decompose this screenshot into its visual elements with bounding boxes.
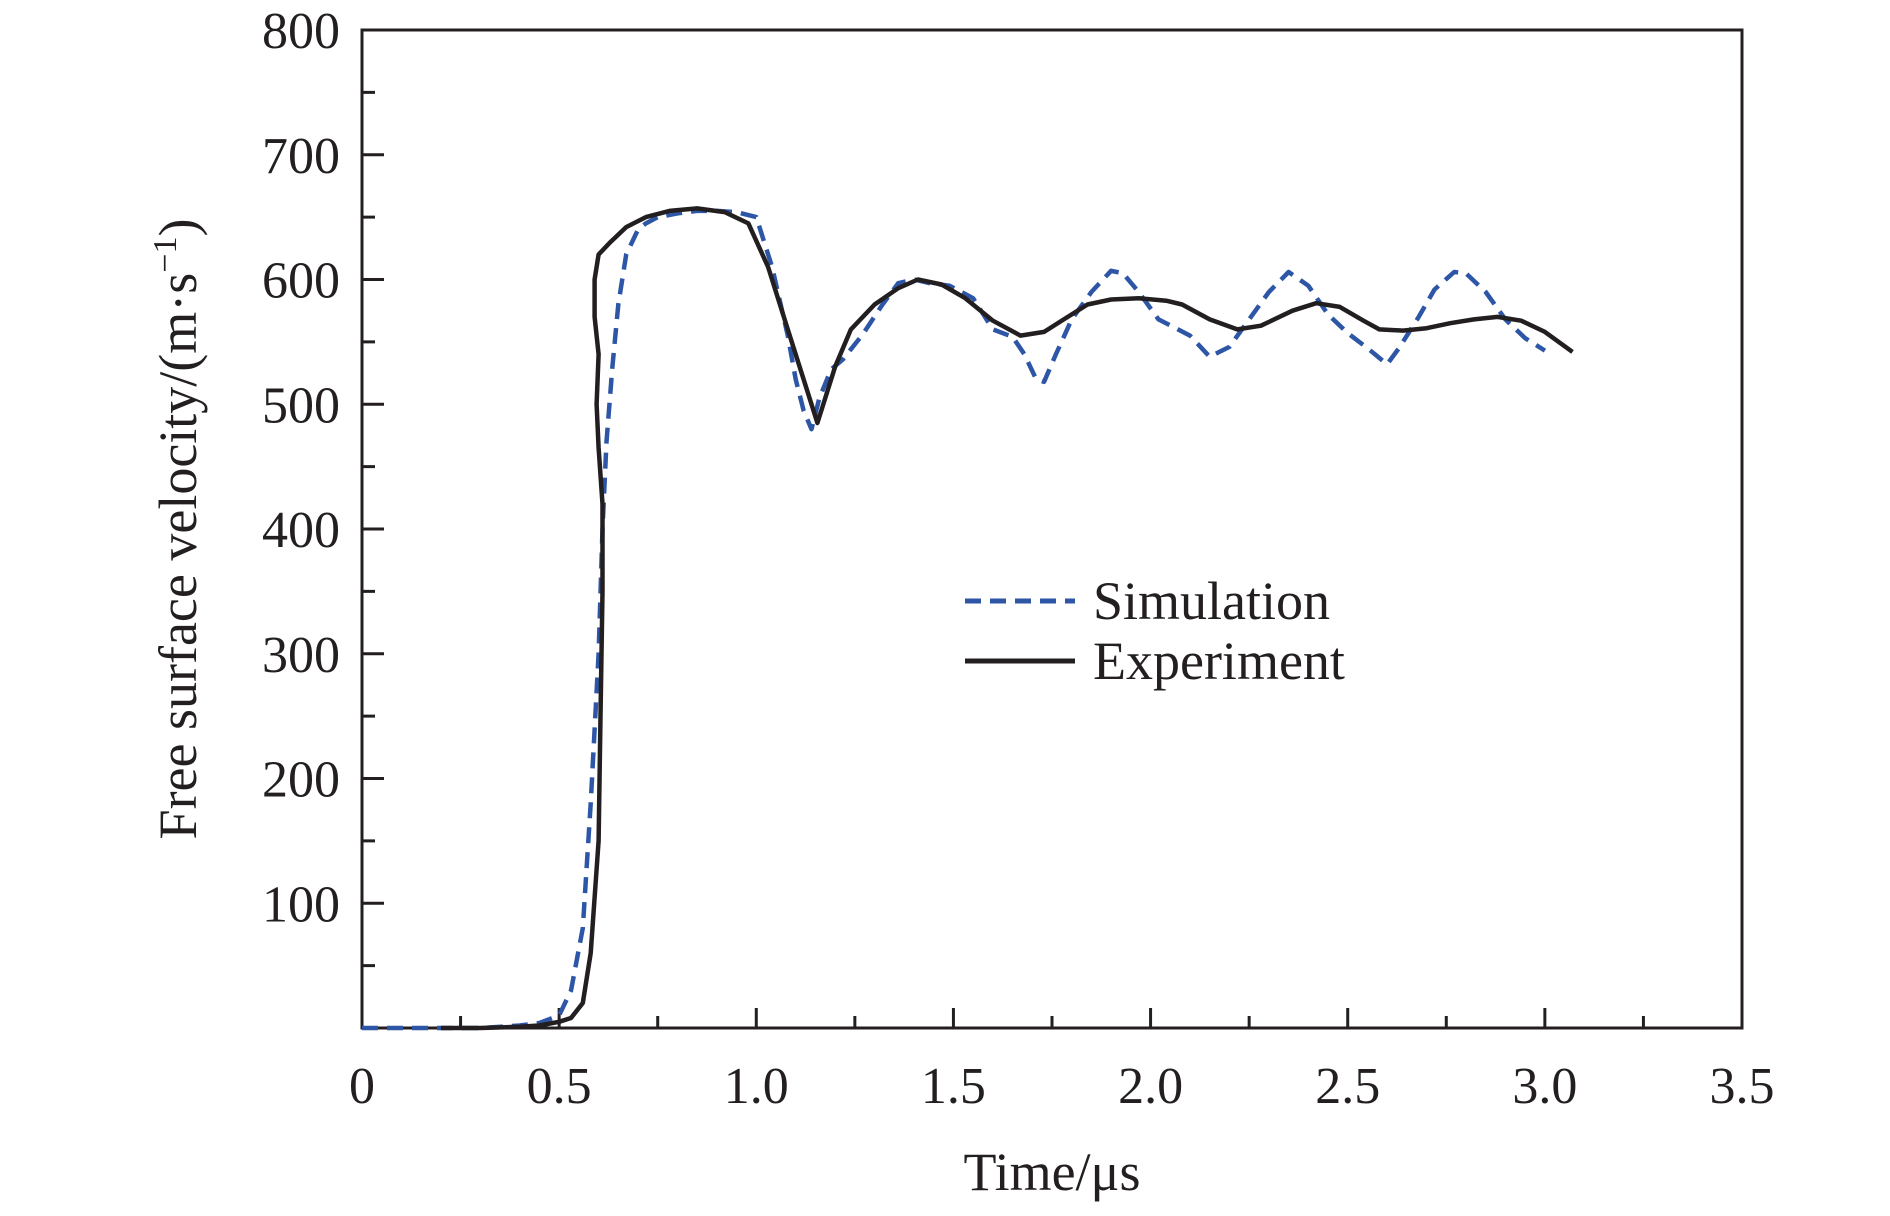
y-tick-label: 800 bbox=[262, 3, 340, 60]
y-axis-ticks: 100 200 300 400 500 600 700 800 bbox=[262, 3, 384, 968]
y-tick-label: 500 bbox=[262, 377, 340, 434]
x-tick-label: 3.5 bbox=[1710, 1058, 1775, 1115]
legend: Simulation Experiment bbox=[965, 571, 1345, 691]
x-tick-label: 2.0 bbox=[1118, 1058, 1183, 1115]
series-layer bbox=[362, 206, 1574, 1031]
legend-label-simulation: Simulation bbox=[1093, 571, 1330, 631]
series-line-experiment bbox=[440, 206, 1574, 1031]
x-tick-label: 0.5 bbox=[527, 1058, 592, 1115]
x-tick-label: 2.5 bbox=[1315, 1058, 1380, 1115]
y-tick-label: 400 bbox=[262, 502, 340, 559]
y-tick-label: 600 bbox=[262, 253, 340, 310]
y-axis-title-main: Free surface velocity/(m·s bbox=[148, 273, 208, 840]
x-tick-label: 1.5 bbox=[921, 1058, 986, 1115]
legend-label-experiment: Experiment bbox=[1093, 631, 1345, 691]
x-axis-title: Time/μs bbox=[963, 1142, 1140, 1202]
x-tick-label: 1.0 bbox=[724, 1058, 789, 1115]
y-axis-title-exponent: −1 bbox=[147, 237, 184, 273]
x-tick-label: 0 bbox=[349, 1058, 375, 1115]
x-axis-ticks: 0 0.5 1.0 1.5 2.0 2.5 3.0 3.5 bbox=[349, 1008, 1775, 1115]
plot-frame bbox=[360, 28, 1744, 1030]
series-line-simulation bbox=[362, 208, 1547, 1031]
y-axis-title-close: ) bbox=[148, 219, 208, 237]
y-tick-label: 700 bbox=[262, 128, 340, 185]
x-tick-label: 3.0 bbox=[1512, 1058, 1577, 1115]
y-tick-label: 100 bbox=[262, 876, 340, 933]
y-axis-title: Free surface velocity/(m·s−1) bbox=[147, 219, 208, 840]
y-tick-label: 300 bbox=[262, 627, 340, 684]
y-tick-label: 200 bbox=[262, 752, 340, 809]
